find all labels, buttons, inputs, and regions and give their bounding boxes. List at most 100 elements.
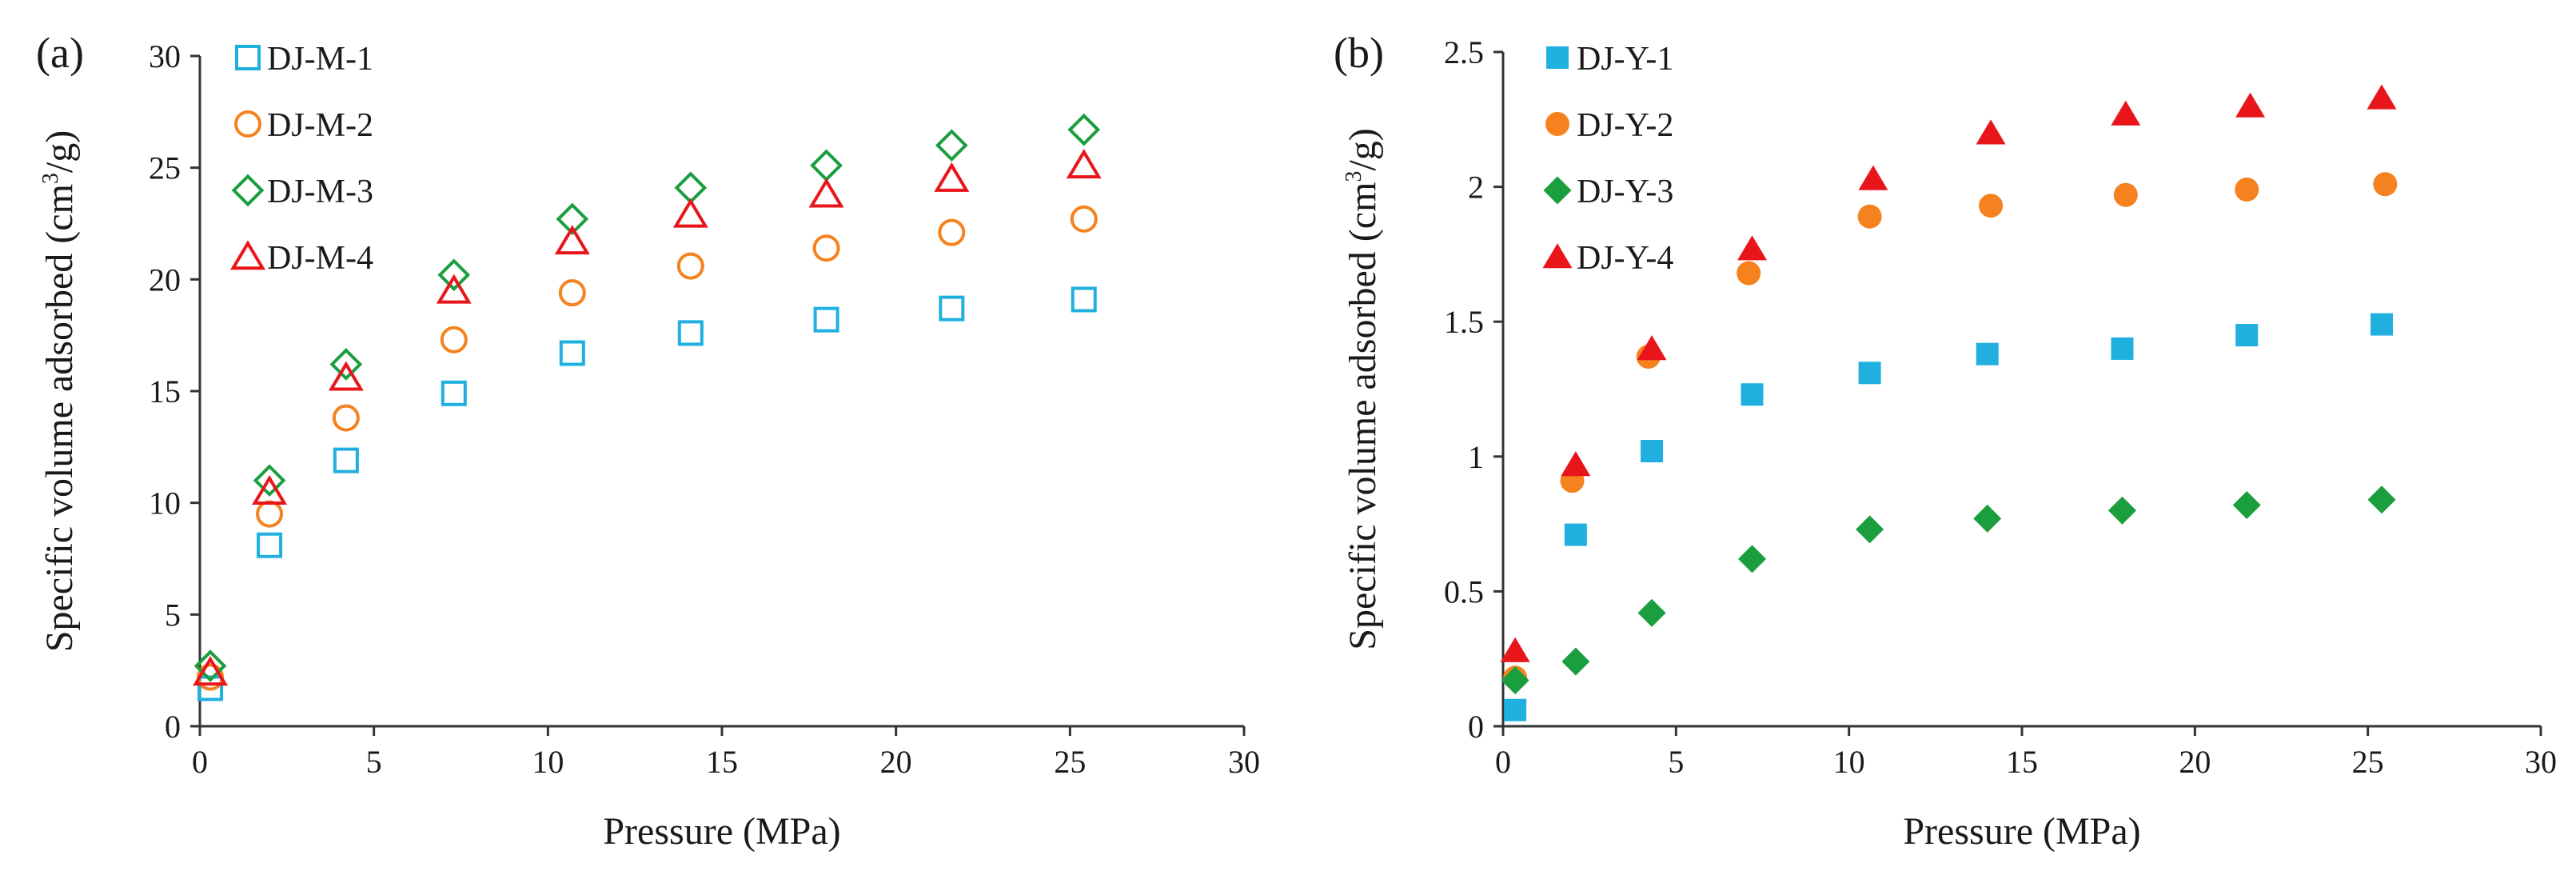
legend-label: DJ-M-4 xyxy=(267,240,373,277)
x-tick-label: 15 xyxy=(706,744,738,780)
data-point xyxy=(935,129,968,162)
data-point xyxy=(1637,598,1666,627)
data-point xyxy=(2235,92,2266,118)
y-axis-title-suffix: /g) xyxy=(1342,128,1384,170)
data-point xyxy=(1070,205,1098,233)
data-point xyxy=(554,225,590,255)
data-point xyxy=(676,252,704,280)
series-DJ-M-4 xyxy=(193,149,1102,686)
data-point xyxy=(2370,313,2393,336)
y-axis-title: Specific volume adsorbed (cm3/g) xyxy=(1342,128,1384,649)
panel-label: (b) xyxy=(1334,29,1384,77)
data-point xyxy=(2111,337,2134,360)
x-tick-label: 25 xyxy=(1054,744,1086,780)
data-point xyxy=(2232,490,2261,519)
y-axis-title-sup: 3 xyxy=(1342,171,1366,182)
x-tick-label: 5 xyxy=(366,744,382,780)
data-point xyxy=(672,198,708,228)
data-point xyxy=(253,464,286,497)
data-point xyxy=(1976,119,2006,145)
x-axis-title: Pressure (MPa) xyxy=(603,810,840,853)
data-point xyxy=(2367,84,2397,110)
data-point xyxy=(1504,698,1527,721)
data-point xyxy=(1561,647,1590,676)
panel-a: 0 5 10 15 20 25 30 0 5 10 15 20 25 30 (a) Pressure (MPa… xyxy=(36,29,1260,853)
data-point xyxy=(193,649,227,682)
data-point xyxy=(1641,440,1664,463)
data-point xyxy=(2113,182,2138,207)
data-point xyxy=(1071,286,1097,313)
x-axis-title: Pressure (MPa) xyxy=(1903,810,2140,853)
legend-label: DJ-M-3 xyxy=(267,174,373,210)
data-point xyxy=(197,675,224,701)
panel-label: (a) xyxy=(36,29,84,77)
data-point xyxy=(436,274,472,304)
legend-marker xyxy=(234,110,261,138)
data-point xyxy=(332,404,360,432)
series-DJ-Y-1 xyxy=(1504,313,2393,721)
y-tick-label: 5 xyxy=(165,597,181,633)
panel-b: 0 5 10 15 20 25 30 0 0.5 1 1.5 2 2.5 (b) Pressure (MPa… xyxy=(1334,29,2557,853)
series-DJ-Y-2 xyxy=(1503,172,2398,690)
legend-label: DJ-Y-2 xyxy=(1577,107,1673,144)
data-point xyxy=(2107,496,2136,525)
x-tick-label: 0 xyxy=(1495,744,1511,780)
legend-marker xyxy=(235,45,261,70)
y-tick-label: 15 xyxy=(149,374,181,410)
x-tick-label: 30 xyxy=(1228,744,1260,780)
legend-marker xyxy=(1545,112,1569,136)
data-point xyxy=(1979,194,2004,218)
data-point xyxy=(1737,235,1767,261)
data-point xyxy=(1066,149,1102,179)
data-point xyxy=(1858,165,1888,190)
legend-marker xyxy=(1546,46,1569,69)
data-point xyxy=(1637,335,1667,361)
legend-label: DJ-Y-1 xyxy=(1577,41,1673,78)
x-tick-label: 10 xyxy=(1833,744,1865,780)
data-point xyxy=(558,279,586,307)
data-point xyxy=(556,202,589,236)
data-point xyxy=(441,380,467,406)
y-axis-title: Specific volume adsorbed (cm3/g) xyxy=(38,130,81,652)
y-tick-label: 2 xyxy=(1468,170,1484,206)
y-tick-label: 0 xyxy=(1468,709,1484,745)
legend-marker xyxy=(231,174,265,207)
data-point xyxy=(939,295,965,322)
data-point xyxy=(2367,485,2396,514)
x-tick-label: 20 xyxy=(2179,744,2211,780)
data-point xyxy=(437,258,471,292)
y-tick-label: 1 xyxy=(1468,439,1484,475)
data-point xyxy=(2111,100,2141,126)
y-tick-label: 25 xyxy=(149,150,181,186)
series-DJ-Y-4 xyxy=(1500,84,2397,662)
data-point xyxy=(677,320,704,346)
x-tick-label: 20 xyxy=(880,744,912,780)
y-axis-title-prefix: Specific volume adsorbed (cm xyxy=(38,184,81,652)
data-point xyxy=(1737,261,1761,286)
y-axis-title-prefix: Specific volume adsorbed (cm xyxy=(1342,182,1384,650)
x-tick-label: 0 xyxy=(192,744,208,780)
data-point xyxy=(1856,515,1884,544)
data-point xyxy=(1564,523,1587,546)
data-point xyxy=(1741,383,1764,406)
x-tick-label: 25 xyxy=(2352,744,2384,780)
x-tick-label: 10 xyxy=(532,744,564,780)
data-point xyxy=(1067,113,1101,146)
y-axis-title-suffix: /g) xyxy=(38,130,81,173)
legend-label: DJ-Y-3 xyxy=(1577,174,1673,210)
data-point xyxy=(1858,362,1881,385)
data-point xyxy=(440,326,468,354)
data-point xyxy=(559,340,585,366)
series-DJ-M-1 xyxy=(197,286,1097,701)
data-point xyxy=(1976,342,1999,366)
data-point xyxy=(328,361,364,391)
data-point xyxy=(2235,177,2259,202)
y-tick-label: 20 xyxy=(149,262,181,298)
y-tick-label: 0 xyxy=(165,709,181,745)
data-point xyxy=(1561,451,1591,477)
data-point xyxy=(2235,324,2259,347)
data-point xyxy=(934,162,970,192)
data-point xyxy=(674,171,708,205)
data-point xyxy=(193,656,229,686)
